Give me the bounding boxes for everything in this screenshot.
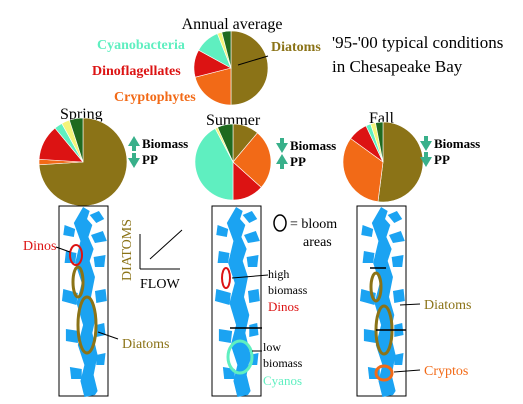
spring-diatoms-bloom-upper: [71, 265, 85, 299]
fall-biomass-arrow-down-icon: [420, 136, 432, 151]
fall-diatoms-leader: [399, 303, 421, 306]
fall-slice-diatoms: [377, 121, 424, 203]
inset-y-label: DIATOMS: [120, 219, 135, 281]
summer-dinos-bloom: [221, 267, 231, 289]
fall-cryptos-bloom: [374, 364, 394, 382]
fall-map: [356, 205, 421, 397]
inset-trend-line: [149, 229, 183, 260]
fall-pp-label: PP: [434, 152, 450, 167]
summer-low-label-1: low: [263, 340, 281, 354]
fall-slice-cryptophytes: [342, 138, 384, 203]
fall-cryptos-label: Cryptos: [424, 364, 468, 379]
spring-dinos-bloom: [69, 244, 83, 266]
spring-map: [55, 205, 119, 397]
diatoms-flow-inset: DIATOMS FLOW: [120, 219, 183, 292]
spring-biomass-label: Biomass: [142, 136, 188, 151]
summer-cyanos-bloom: [226, 339, 254, 375]
label-diatoms: Diatoms: [271, 40, 321, 55]
summer-high-label-1: high: [268, 267, 289, 281]
fall-diatoms-bloom-upper: [369, 271, 383, 303]
spring-diatoms-bloom-lower: [76, 295, 98, 355]
diatoms-leader-line: [237, 55, 269, 66]
label-cyanobacteria: Cyanobacteria: [97, 38, 185, 53]
spring-pie: [38, 117, 128, 207]
label-cryptophytes: Cryptophytes: [114, 90, 196, 105]
spring-dinos-leader: [55, 246, 71, 253]
fall-pie: [342, 121, 424, 203]
summer-high-label-2: biomass: [268, 283, 308, 297]
summer-pie: [194, 123, 272, 201]
annual-title: Annual average: [182, 16, 283, 33]
summer-slice-other-green: [217, 123, 234, 163]
summer-dinos-leader: [231, 274, 269, 279]
fall-biomass-label: Biomass: [434, 136, 480, 151]
annual-average-slice-cryptophytes: [194, 67, 232, 106]
fall-diatoms-label: Diatoms: [424, 298, 471, 313]
summer-slice-cyanobacteria: [194, 128, 234, 201]
spring-dinos-label: Dinos: [23, 239, 56, 254]
spring-pp-label: PP: [142, 152, 158, 167]
summer-pp-label: PP: [290, 154, 306, 169]
annual-average-slice-other-green: [221, 30, 232, 69]
spring-diatoms-leader: [97, 331, 119, 340]
summer-map: [211, 205, 269, 397]
annual-average-pie: [193, 30, 269, 106]
summer-dinos-label: Dinos: [268, 299, 299, 314]
spring-pp-arrow-down-icon: [128, 153, 140, 168]
bloom-legend-text-1: = bloom: [290, 217, 337, 232]
summer-slice-cryptophytes: [232, 132, 272, 188]
summer-title: Summer: [206, 112, 261, 129]
headline-line-1: '95-'00 typical conditions: [332, 33, 503, 52]
bloom-legend-text-2: areas: [303, 235, 332, 250]
headline-line-2: in Chesapeake Bay: [332, 57, 463, 76]
summer-cyanos-label: Cyanos: [263, 373, 302, 388]
spring-diatoms-label: Diatoms: [122, 337, 169, 352]
summer-pp-arrow-up-icon: [276, 154, 288, 169]
summer-biomass-label: Biomass: [290, 138, 336, 153]
summer-low-label-2: biomass: [263, 356, 303, 370]
label-dinoflagellates: Dinoflagellates: [92, 64, 181, 79]
inset-x-label: FLOW: [140, 277, 180, 292]
bloom-legend-icon: [273, 214, 287, 232]
summer-biomass-arrow-down-icon: [276, 138, 288, 153]
fall-cryptos-leader: [393, 369, 421, 373]
annual-average-slice-diatoms: [230, 30, 269, 106]
spring-slice-other-green: [69, 117, 84, 163]
spring-biomass-arrow-up-icon: [128, 136, 140, 151]
fall-slice-other-green: [375, 121, 384, 163]
